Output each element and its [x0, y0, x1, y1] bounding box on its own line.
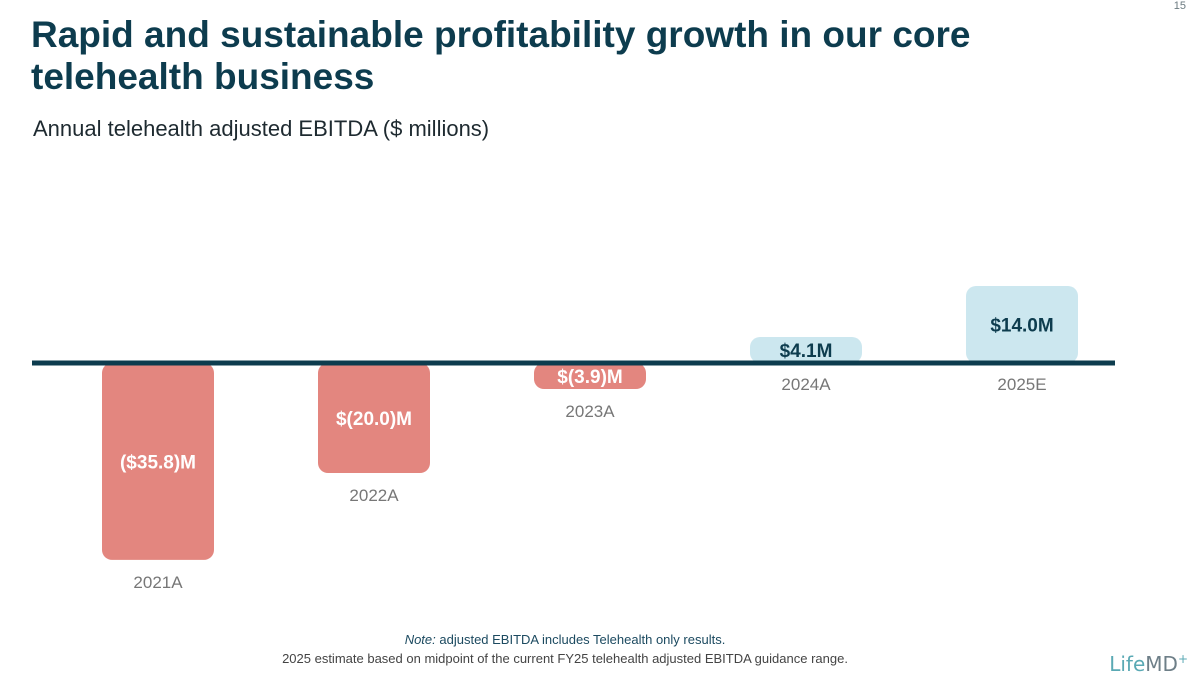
- note-prefix: Note:: [404, 632, 436, 647]
- lifemd-logo: LifeMD+: [1109, 652, 1188, 676]
- logo-plus: +: [1177, 652, 1188, 666]
- category-label-2023A: 2023A: [565, 402, 615, 421]
- chart-subtitle: Annual telehealth adjusted EBITDA ($ mil…: [33, 116, 490, 141]
- bar-2025E: [966, 286, 1078, 363]
- category-label-2021A: 2021A: [133, 573, 183, 592]
- bar-2024A: [750, 337, 862, 363]
- bar-2022A: [318, 363, 430, 473]
- footnote-line-1: Note: adjusted EBITDA includes Telehealt…: [0, 632, 1130, 647]
- data-label-2025E: $14.0M: [990, 316, 1053, 337]
- category-label-2022A: 2022A: [349, 486, 399, 505]
- data-label-2022A: $(20.0)M: [336, 409, 412, 430]
- category-label-2025E: 2025E: [997, 375, 1046, 394]
- slide-title: Rapid and sustainable profitability grow…: [31, 14, 971, 97]
- bar-2023A: [534, 363, 646, 389]
- logo-life: Life: [1109, 652, 1146, 676]
- page-number: 15: [1173, 0, 1186, 12]
- bar-2021A: [102, 363, 214, 560]
- category-label-2024A: 2024A: [781, 375, 831, 394]
- data-label-2024A: $4.1M: [780, 341, 833, 362]
- data-label-2023A: $(3.9)M: [557, 367, 622, 388]
- footnote-line-2: 2025 estimate based on midpoint of the c…: [282, 651, 848, 666]
- data-label-2021A: ($35.8)M: [120, 452, 196, 473]
- note-text: adjusted EBITDA includes Telehealth only…: [435, 632, 726, 647]
- logo-md: MD: [1145, 652, 1178, 676]
